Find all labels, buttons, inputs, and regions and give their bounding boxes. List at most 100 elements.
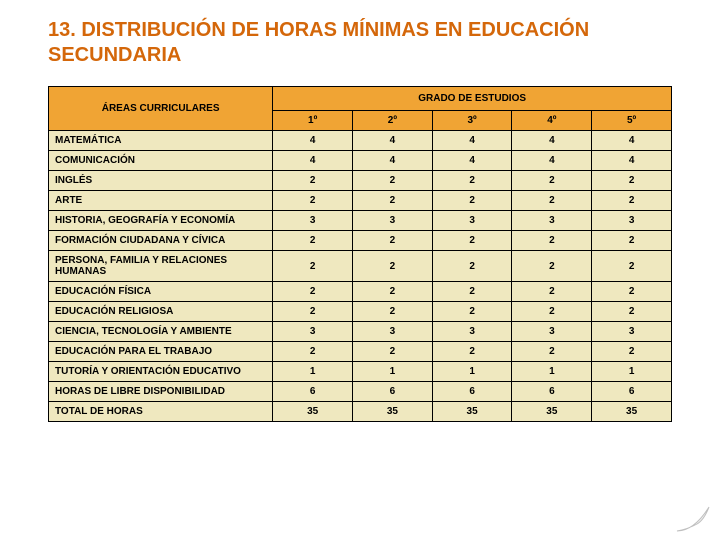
row-value: 2 bbox=[512, 342, 592, 362]
row-value: 35 bbox=[512, 402, 592, 422]
row-value: 2 bbox=[592, 251, 672, 282]
row-value: 2 bbox=[432, 282, 512, 302]
table-row: FORMACIÓN CIUDADANA Y CÍVICA22222 bbox=[49, 231, 672, 251]
row-label: CIENCIA, TECNOLOGÍA Y AMBIENTE bbox=[49, 322, 273, 342]
row-value: 2 bbox=[432, 342, 512, 362]
row-value: 3 bbox=[432, 211, 512, 231]
row-value: 2 bbox=[353, 282, 433, 302]
row-label: FORMACIÓN CIUDADANA Y CÍVICA bbox=[49, 231, 273, 251]
row-value: 4 bbox=[512, 151, 592, 171]
row-value: 2 bbox=[432, 171, 512, 191]
row-value: 2 bbox=[432, 231, 512, 251]
row-label: HORAS DE LIBRE DISPONIBILIDAD bbox=[49, 382, 273, 402]
row-value: 4 bbox=[432, 151, 512, 171]
row-value: 6 bbox=[273, 382, 353, 402]
row-label: HISTORIA, GEOGRAFÍA Y ECONOMÍA bbox=[49, 211, 273, 231]
row-label: MATEMÁTICA bbox=[49, 131, 273, 151]
row-value: 35 bbox=[353, 402, 433, 422]
table-row: PERSONA, FAMILIA Y RELACIONES HUMANAS222… bbox=[49, 251, 672, 282]
row-value: 6 bbox=[512, 382, 592, 402]
row-value: 6 bbox=[432, 382, 512, 402]
row-value: 4 bbox=[353, 131, 433, 151]
grade-col: 1º bbox=[273, 111, 353, 131]
row-value: 2 bbox=[353, 231, 433, 251]
row-value: 2 bbox=[273, 342, 353, 362]
row-value: 3 bbox=[592, 322, 672, 342]
row-value: 3 bbox=[273, 211, 353, 231]
table-row: EDUCACIÓN PARA EL TRABAJO22222 bbox=[49, 342, 672, 362]
table-row: HISTORIA, GEOGRAFÍA Y ECONOMÍA33333 bbox=[49, 211, 672, 231]
row-value: 3 bbox=[512, 211, 592, 231]
row-value: 35 bbox=[273, 402, 353, 422]
table-row: ARTE22222 bbox=[49, 191, 672, 211]
row-value: 3 bbox=[353, 322, 433, 342]
row-label: COMUNICACIÓN bbox=[49, 151, 273, 171]
row-value: 2 bbox=[592, 302, 672, 322]
row-value: 2 bbox=[353, 251, 433, 282]
grade-col: 3º bbox=[432, 111, 512, 131]
table-row: INGLÉS22222 bbox=[49, 171, 672, 191]
areas-header: ÁREAS CURRICULARES bbox=[49, 87, 273, 131]
page-title: 13. DISTRIBUCIÓN DE HORAS MÍNIMAS EN EDU… bbox=[48, 18, 672, 68]
row-value: 2 bbox=[592, 231, 672, 251]
row-value: 4 bbox=[353, 151, 433, 171]
row-value: 4 bbox=[432, 131, 512, 151]
row-value: 6 bbox=[592, 382, 672, 402]
row-value: 2 bbox=[273, 171, 353, 191]
row-value: 2 bbox=[592, 282, 672, 302]
row-value: 2 bbox=[592, 171, 672, 191]
row-value: 1 bbox=[512, 362, 592, 382]
row-value: 2 bbox=[273, 231, 353, 251]
row-value: 2 bbox=[512, 282, 592, 302]
row-value: 2 bbox=[273, 251, 353, 282]
table-row: COMUNICACIÓN44444 bbox=[49, 151, 672, 171]
row-value: 35 bbox=[432, 402, 512, 422]
row-value: 4 bbox=[273, 151, 353, 171]
table-row: TUTORÍA Y ORIENTACIÓN EDUCATIVO11111 bbox=[49, 362, 672, 382]
row-value: 2 bbox=[353, 171, 433, 191]
row-value: 2 bbox=[512, 251, 592, 282]
row-label: ARTE bbox=[49, 191, 273, 211]
table-row: EDUCACIÓN FÍSICA22222 bbox=[49, 282, 672, 302]
grade-col: 5º bbox=[592, 111, 672, 131]
row-value: 2 bbox=[512, 171, 592, 191]
row-value: 4 bbox=[592, 131, 672, 151]
row-value: 2 bbox=[432, 302, 512, 322]
table-row: MATEMÁTICA44444 bbox=[49, 131, 672, 151]
table-row: HORAS DE LIBRE DISPONIBILIDAD66666 bbox=[49, 382, 672, 402]
row-value: 2 bbox=[592, 191, 672, 211]
grados-header: GRADO DE ESTUDIOS bbox=[273, 87, 672, 111]
row-value: 2 bbox=[273, 302, 353, 322]
row-value: 3 bbox=[592, 211, 672, 231]
grade-col: 2º bbox=[353, 111, 433, 131]
hours-table: ÁREAS CURRICULARES GRADO DE ESTUDIOS 1º … bbox=[48, 86, 672, 422]
row-value: 4 bbox=[592, 151, 672, 171]
row-value: 2 bbox=[432, 191, 512, 211]
row-label: EDUCACIÓN FÍSICA bbox=[49, 282, 273, 302]
row-label: EDUCACIÓN PARA EL TRABAJO bbox=[49, 342, 273, 362]
table-row: CIENCIA, TECNOLOGÍA Y AMBIENTE33333 bbox=[49, 322, 672, 342]
row-value: 2 bbox=[512, 302, 592, 322]
row-value: 1 bbox=[353, 362, 433, 382]
row-value: 2 bbox=[273, 191, 353, 211]
row-label: INGLÉS bbox=[49, 171, 273, 191]
row-value: 4 bbox=[273, 131, 353, 151]
row-value: 4 bbox=[512, 131, 592, 151]
row-value: 1 bbox=[592, 362, 672, 382]
row-value: 1 bbox=[273, 362, 353, 382]
row-value: 3 bbox=[353, 211, 433, 231]
row-value: 2 bbox=[512, 191, 592, 211]
row-label: EDUCACIÓN RELIGIOSA bbox=[49, 302, 273, 322]
row-value: 2 bbox=[432, 251, 512, 282]
row-value: 6 bbox=[353, 382, 433, 402]
row-value: 2 bbox=[353, 191, 433, 211]
row-label: TOTAL DE HORAS bbox=[49, 402, 273, 422]
grade-col: 4º bbox=[512, 111, 592, 131]
row-value: 3 bbox=[432, 322, 512, 342]
row-value: 2 bbox=[353, 342, 433, 362]
row-label: PERSONA, FAMILIA Y RELACIONES HUMANAS bbox=[49, 251, 273, 282]
page-curl-icon bbox=[676, 506, 710, 532]
row-value: 3 bbox=[512, 322, 592, 342]
table-row: EDUCACIÓN RELIGIOSA22222 bbox=[49, 302, 672, 322]
row-value: 35 bbox=[592, 402, 672, 422]
